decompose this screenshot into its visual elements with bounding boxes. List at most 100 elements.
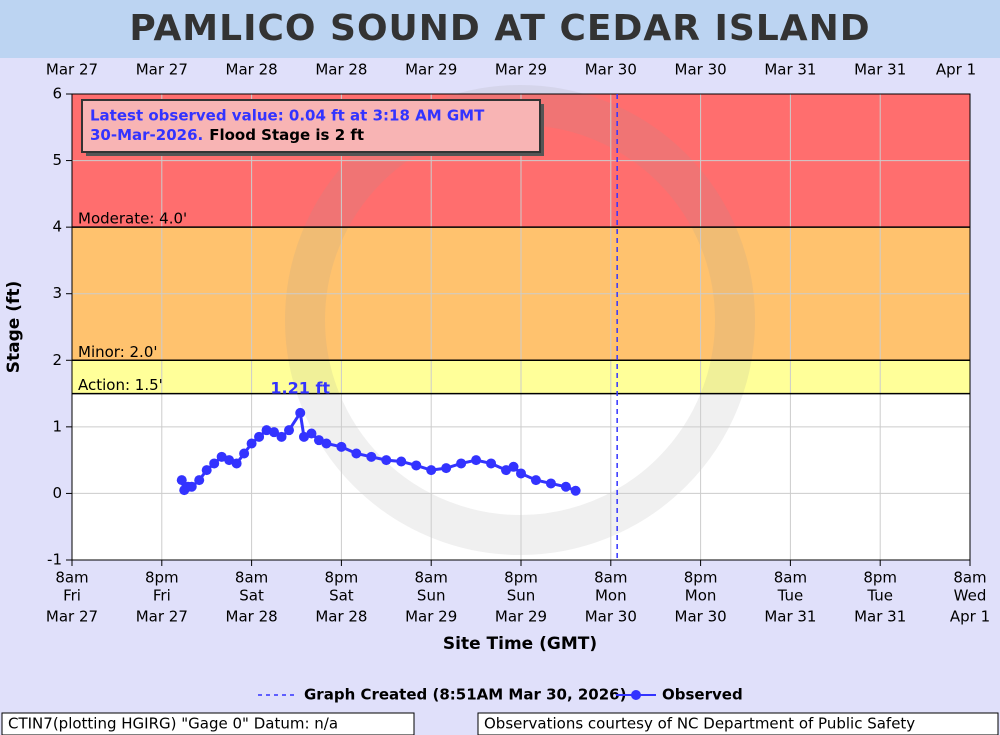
- x-tick-label: Sat: [329, 587, 354, 605]
- data-point: [570, 485, 581, 496]
- plot-frame: [71, 93, 971, 561]
- x-top-label: Mar 27: [136, 61, 188, 79]
- y-tick-label: 5: [52, 151, 62, 169]
- data-point: [306, 428, 317, 439]
- data-point: [176, 475, 187, 486]
- legend-observed: Observed: [662, 686, 743, 704]
- x-top-label: Mar 30: [675, 61, 727, 79]
- data-point: [545, 478, 556, 489]
- x-tick-label: 8pm: [325, 569, 359, 587]
- y-tick-label: 3: [52, 284, 62, 302]
- data-point: [471, 455, 482, 466]
- x-top-label: Mar 29: [495, 61, 547, 79]
- y-tick-label: 2: [52, 351, 62, 369]
- data-point: [186, 481, 197, 492]
- x-tick-label: Tue: [777, 587, 804, 605]
- data-point: [351, 448, 362, 459]
- x-tick-label: 8pm: [145, 569, 179, 587]
- legend-observed-marker: [631, 690, 641, 700]
- x-tick-label: Mar 29: [495, 608, 547, 626]
- x-tick-label: Mar 27: [46, 608, 98, 626]
- data-point: [313, 435, 324, 446]
- x-tick-label: Mar 28: [226, 608, 278, 626]
- footer-left: CTIN7(plotting HGIRG) "Gage 0" Datum: n/…: [8, 715, 338, 733]
- flood-label: Moderate: 4.0': [78, 210, 187, 228]
- x-top-label: Mar 31: [854, 61, 906, 79]
- x-top-label: Mar 27: [46, 61, 98, 79]
- info-line-1: Latest observed value: 0.04 ft at 3:18 A…: [90, 107, 485, 125]
- data-point: [381, 455, 392, 466]
- x-tick-label: 8pm: [504, 569, 538, 587]
- info-box: [81, 99, 541, 153]
- x-tick-label: Mar 28: [315, 608, 367, 626]
- data-point: [284, 425, 295, 436]
- x-tick-label: Sat: [239, 587, 264, 605]
- data-point: [201, 465, 212, 476]
- y-tick-label: -1: [47, 551, 62, 569]
- x-tick-label: Fri: [63, 587, 81, 605]
- data-point: [276, 431, 287, 442]
- series-line: [180, 408, 577, 493]
- data-point: [486, 458, 497, 469]
- data-point: [516, 468, 526, 479]
- data-point: [456, 458, 467, 469]
- x-tick-label: 8am: [55, 569, 88, 587]
- y-tick-label: 1: [52, 417, 62, 435]
- x-top-label: Mar 28: [315, 61, 367, 79]
- x-tick-label: 8pm: [684, 569, 718, 587]
- y-tick-label: 0: [52, 484, 62, 502]
- data-point: [269, 427, 280, 438]
- x-top-label: Apr 1: [936, 61, 976, 79]
- footer-right: Observations courtesy of NC Department o…: [484, 715, 915, 733]
- x-tick-label: Mar 31: [764, 608, 816, 626]
- x-top-label: Mar 30: [585, 61, 637, 79]
- title-band: [0, 0, 1000, 58]
- x-tick-label: 8am: [953, 569, 986, 587]
- data-point: [530, 475, 541, 486]
- footer-right-box: [477, 712, 999, 735]
- data-point: [209, 458, 220, 469]
- data-point: [261, 425, 272, 436]
- data-point: [224, 455, 235, 466]
- flood-label: Action: 1.5': [78, 376, 163, 394]
- x-tick-label: Sun: [507, 587, 536, 605]
- data-point: [441, 463, 452, 474]
- data-point: [194, 475, 205, 486]
- data-point: [560, 481, 571, 492]
- data-point: [254, 431, 265, 442]
- x-tick-label: 8am: [774, 569, 807, 587]
- info-flood-stage: Flood Stage is 2 ft: [209, 126, 364, 144]
- x-tick-label: Mar 29: [405, 608, 457, 626]
- annotation: 1.21 ft: [270, 378, 330, 397]
- x-tick-label: Tue: [866, 587, 893, 605]
- data-point: [298, 431, 309, 442]
- data-point: [336, 441, 347, 452]
- data-point: [366, 451, 377, 462]
- data-point: [501, 465, 512, 476]
- info-line-2: 30-Mar-2026. Flood Stage is 2 ft: [90, 126, 364, 144]
- x-top-label: Mar 29: [405, 61, 457, 79]
- x-tick-label: 8pm: [863, 569, 897, 587]
- data-point: [231, 458, 242, 469]
- data-point: [246, 438, 257, 449]
- data-point: [396, 456, 407, 467]
- footer-left-box: [1, 712, 415, 735]
- x-tick-label: Mar 30: [675, 608, 727, 626]
- y-axis-label: Stage (ft): [4, 281, 24, 374]
- info-date: 30-Mar-2026.: [90, 126, 203, 144]
- y-tick-label: 6: [52, 85, 62, 103]
- y-tick-label: 4: [52, 218, 62, 236]
- flood-label: Minor: 2.0': [78, 343, 158, 361]
- legend-graph-created: Graph Created (8:51AM Mar 30, 2026): [304, 686, 626, 704]
- x-tick-label: Mar 31: [854, 608, 906, 626]
- x-tick-label: Mar 30: [585, 608, 637, 626]
- data-point: [295, 407, 306, 418]
- x-tick-label: 8am: [235, 569, 268, 587]
- x-tick-label: Sun: [417, 587, 446, 605]
- x-axis-label: Site Time (GMT): [443, 634, 597, 654]
- x-top-label: Mar 28: [226, 61, 278, 79]
- x-tick-label: Apr 1: [950, 608, 990, 626]
- data-point: [216, 451, 227, 462]
- x-tick-label: Mon: [595, 587, 627, 605]
